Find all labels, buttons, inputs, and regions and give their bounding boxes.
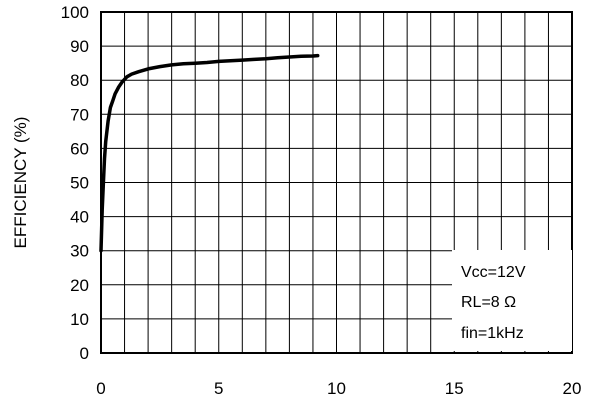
y-tick-label: 30 [70,242,89,261]
y-tick-label: 40 [70,208,89,227]
y-tick-label: 20 [70,276,89,295]
y-tick-label: 0 [80,344,89,363]
fin-annotation: fin=1kHz [461,325,524,342]
x-tick-label: 5 [214,379,223,398]
x-tick-label: 20 [563,379,582,398]
efficiency-curve [99,53,320,253]
x-tick-label: 10 [327,379,346,398]
y-tick-label: 80 [70,71,89,90]
x-tick-label: 15 [445,379,464,398]
conditions-box: Vcc=12V RL=8 Ω fin=1kHz [452,250,572,351]
y-tick-label: 50 [70,174,89,193]
vcc-annotation: Vcc=12V [461,264,526,281]
conditions-box-background [452,250,572,351]
y-axis-label: EFFICIENCY (%) [11,117,30,249]
y-tick-label: 60 [70,139,89,158]
y-tick-label: 10 [70,310,89,329]
rl-annotation: RL=8 Ω [461,294,516,311]
plot-frame [100,11,573,354]
y-tick-label: 90 [70,37,89,56]
y-tick-labels: 0 10 20 30 40 50 60 70 80 90 100 [61,3,89,363]
y-tick-label: 100 [61,3,89,22]
x-tick-labels: 0 5 10 15 20 [96,379,581,398]
y-tick-label: 70 [70,105,89,124]
x-tick-label: 0 [96,379,105,398]
